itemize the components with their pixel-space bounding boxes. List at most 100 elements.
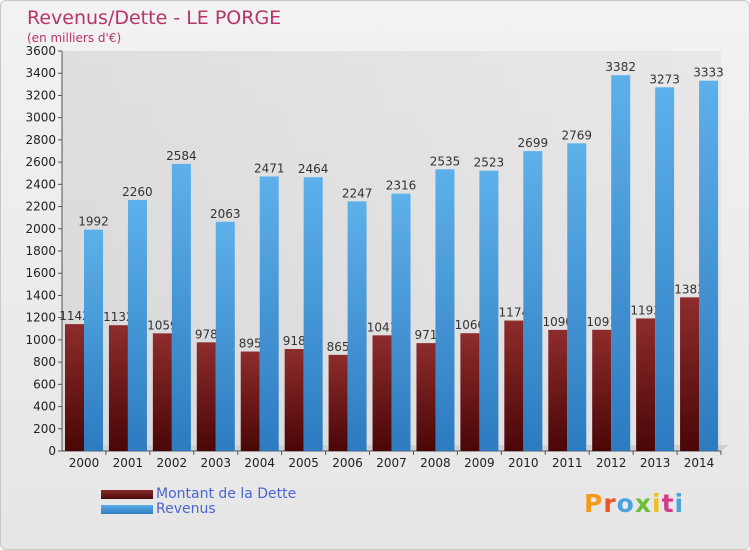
legend-label-dette: Montant de la Dette (156, 486, 297, 502)
dette-bar (636, 318, 656, 451)
x-tick-label: 2008 (420, 456, 451, 470)
revenus-bar (259, 176, 279, 451)
x-tick-label: 2012 (596, 456, 627, 470)
dette-bar (548, 329, 568, 451)
dette-bar (372, 335, 392, 451)
dette-value-label: 1193 (630, 303, 661, 317)
dette-value-label: 1059 (147, 318, 178, 332)
dette-bar (65, 324, 84, 451)
x-tick-label: 2005 (288, 456, 319, 470)
logo-letter: x (634, 489, 652, 518)
x-tick-label: 2004 (244, 456, 275, 470)
revenus-value-label: 2699 (518, 136, 549, 150)
x-tick-label: 2013 (640, 456, 671, 470)
y-tick-label: 800 (33, 355, 56, 369)
logo-letter: i (674, 489, 685, 518)
y-tick-label: 2800 (25, 133, 56, 147)
revenus-value-label: 2471 (254, 161, 285, 175)
dette-value-label: 1132 (103, 310, 134, 324)
x-tick-label: 2001 (113, 456, 144, 470)
dette-value-label: 918 (283, 334, 306, 348)
y-tick-label: 1400 (25, 288, 56, 302)
dette-bar (460, 333, 480, 451)
x-tick-label: 2010 (508, 456, 539, 470)
revenus-value-label: 2063 (210, 207, 241, 221)
x-tick-label: 2003 (200, 456, 231, 470)
y-tick-label: 1200 (25, 311, 56, 325)
revenus-value-label: 2464 (298, 162, 329, 176)
chart-subtitle: (en milliers d'€) (27, 31, 122, 45)
revenus-value-label: 2523 (474, 156, 505, 170)
revenus-value-label: 3273 (649, 72, 680, 86)
logo-letter: i (652, 489, 662, 518)
y-tick-label: 1000 (25, 333, 56, 347)
revenus-value-label: 2247 (342, 186, 373, 200)
y-tick-label: 0 (48, 444, 56, 458)
revenus-value-label: 3382 (605, 60, 636, 74)
dette-bar (284, 349, 304, 451)
revenus-bar (479, 170, 499, 451)
dette-value-label: 1060 (455, 318, 486, 332)
logo-letter: t (661, 489, 675, 518)
revenus-bar (84, 229, 103, 451)
y-tick-label: 3000 (25, 111, 56, 125)
logo-letter: P (584, 489, 604, 518)
revenus-bar (215, 221, 235, 451)
x-tick-label: 2000 (69, 456, 100, 470)
revenus-bar (523, 151, 543, 451)
revenus-value-label: 2584 (166, 149, 197, 163)
revenus-bar (303, 177, 323, 451)
chart-title: Revenus/Dette - LE PORGE (27, 7, 282, 29)
y-tick-label: 2400 (25, 177, 56, 191)
revenus-bar (347, 201, 367, 451)
dette-value-label: 1091 (586, 315, 617, 329)
x-tick-label: 2009 (464, 456, 495, 470)
dette-bar (240, 351, 260, 451)
logo-letter: r (603, 489, 617, 518)
revenus-value-label: 2316 (386, 179, 417, 193)
y-tick-label: 2000 (25, 222, 56, 236)
y-tick-label: 200 (33, 422, 56, 436)
dette-bar (196, 342, 216, 451)
y-tick-label: 400 (33, 400, 56, 414)
dette-bar (416, 343, 436, 451)
legend-swatch-dette (101, 490, 153, 499)
dette-bar (680, 297, 700, 451)
dette-bar (592, 329, 612, 451)
dette-value-label: 1142 (59, 309, 90, 323)
legend-swatch-revenus (101, 505, 153, 514)
dette-value-label: 1090 (542, 315, 573, 329)
dette-bar (108, 325, 128, 451)
x-tick-label: 2007 (376, 456, 407, 470)
y-tick-label: 3600 (25, 44, 56, 58)
legend-label-revenus: Revenus (156, 501, 216, 517)
y-tick-label: 2600 (25, 155, 56, 169)
revenus-bar (127, 199, 147, 451)
revenus-bar (171, 163, 191, 451)
proxiti-logo: Proxiti (584, 489, 684, 518)
revenus-bar (567, 143, 587, 452)
x-tick-label: 2014 (684, 456, 715, 470)
revenus-value-label: 3333 (693, 66, 724, 80)
revenus-bar (699, 80, 719, 452)
y-tick-label: 1600 (25, 266, 56, 280)
revenus-bar (611, 75, 631, 451)
x-tick-label: 2011 (552, 456, 583, 470)
dette-value-label: 971 (415, 328, 438, 342)
revenus-bar (391, 193, 411, 451)
dette-value-label: 1383 (674, 282, 705, 296)
dette-value-label: 895 (239, 337, 262, 351)
y-tick-label: 3400 (25, 66, 56, 80)
dette-bar (328, 354, 348, 451)
y-tick-label: 600 (33, 377, 56, 391)
revenus-value-label: 2535 (430, 154, 461, 168)
dette-value-label: 1041 (367, 320, 398, 334)
y-tick-label: 3200 (25, 88, 56, 102)
x-tick-label: 2002 (157, 456, 188, 470)
dette-value-label: 865 (327, 340, 350, 354)
revenus-bar (435, 169, 455, 452)
revenus-value-label: 2260 (122, 185, 153, 199)
revenus-value-label: 1992 (78, 215, 109, 229)
revenus-value-label: 2769 (561, 128, 592, 142)
